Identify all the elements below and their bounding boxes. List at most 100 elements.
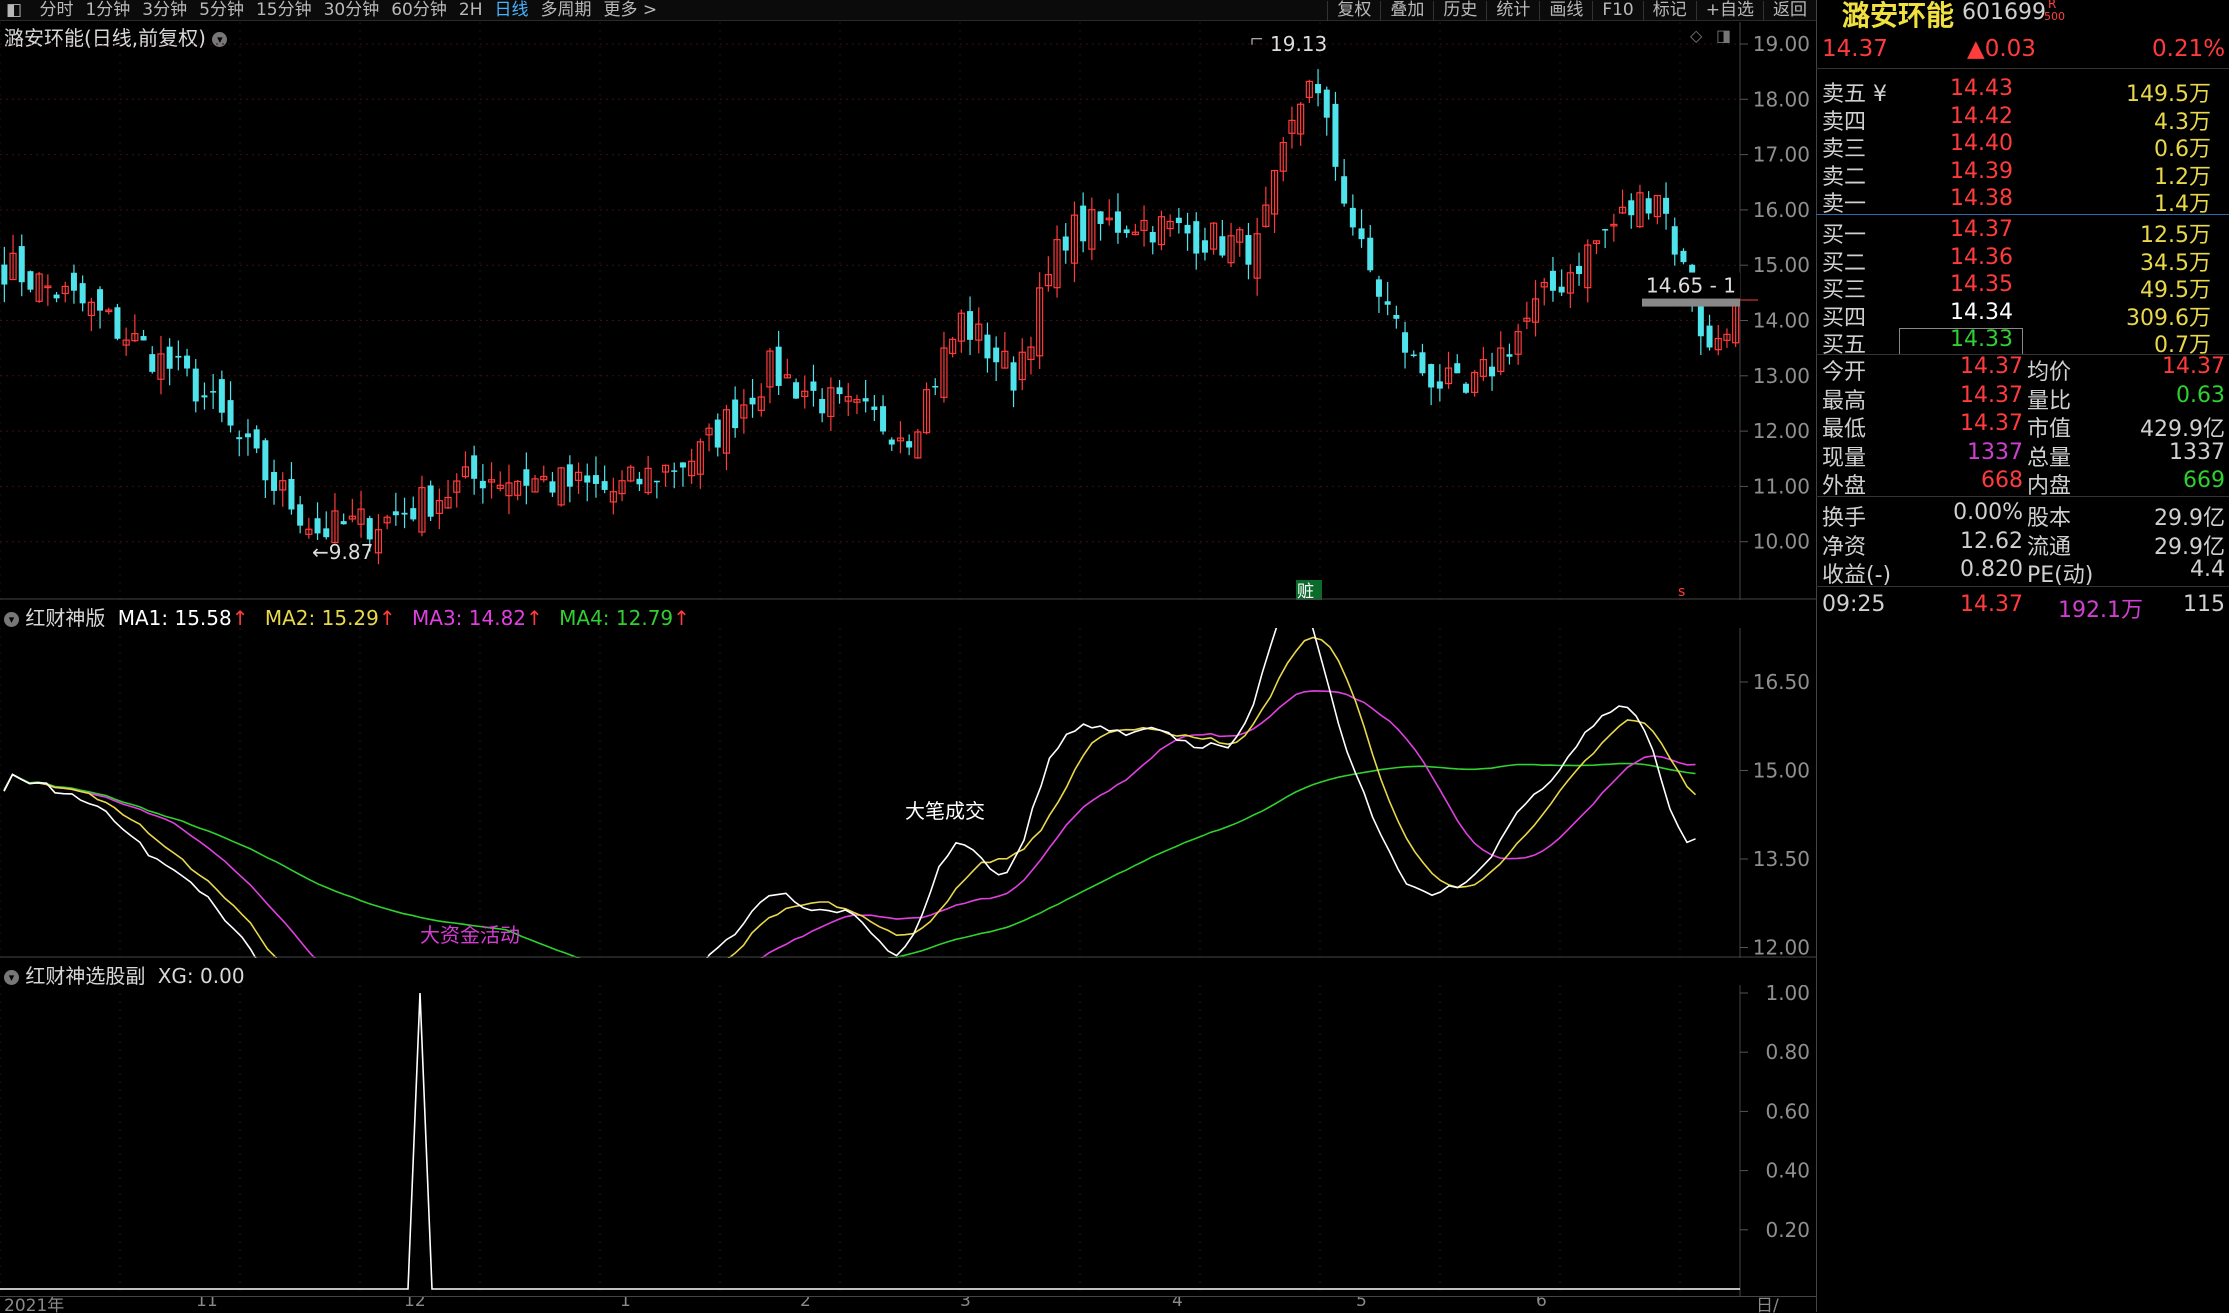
toolbar-button-2[interactable]: 历史 — [1433, 1, 1486, 21]
ask-row[interactable]: 卖四 14.42 4.3万 — [1820, 104, 2229, 135]
toolbar-button-6[interactable]: 标记 — [1642, 1, 1696, 21]
candle-body — [714, 419, 721, 448]
date-tick: 2021年 — [4, 1296, 65, 1313]
candle-body — [601, 481, 608, 490]
candle-body — [1540, 281, 1548, 288]
stat-cell: 外盘 — [1822, 474, 1867, 499]
candle-body — [1566, 272, 1574, 294]
candle-body — [1305, 80, 1313, 98]
price-axis-label: 12.00 — [1753, 419, 1810, 443]
stat-cell: PE(动) — [2027, 563, 2094, 588]
candle-body — [584, 475, 591, 483]
candle-body — [531, 478, 539, 493]
bid-row[interactable]: 买四 14.34 309.6万 — [1820, 300, 2229, 331]
candle-body — [1332, 103, 1339, 167]
period-tab-7[interactable]: 2H — [458, 0, 483, 20]
candle-body — [679, 462, 686, 468]
toolbar-button-4[interactable]: 画线 — [1539, 1, 1592, 21]
order-price: 14.40 — [1950, 131, 2013, 157]
stat-cell: 0.00% — [1953, 500, 2023, 525]
bid-row[interactable]: 买二 14.36 34.5万 — [1820, 244, 2229, 276]
toolbar-button-3[interactable]: 统计 — [1486, 1, 1539, 21]
xg-panel-dropdown-icon[interactable]: ▾ — [4, 970, 19, 985]
stat-cell: 市值 — [2027, 417, 2072, 442]
toolbar-button-5[interactable]: F10 — [1592, 1, 1642, 21]
main-chart-title: 潞安环能(日线,前复权) ▾ — [4, 22, 228, 51]
bid-row[interactable]: 买五 14.33 0.7万 — [1820, 327, 2229, 358]
candle-body — [732, 399, 739, 429]
candle-body — [496, 484, 504, 489]
title-dropdown-icon[interactable]: ▾ — [212, 32, 228, 47]
candlestick-chart[interactable]: 19.00 18.00 17.00 16.00 15.00 14.00 13.00 12.00… — [0, 22, 1816, 600]
candle-body — [810, 381, 817, 391]
high-price-label: 19.13 — [1270, 32, 1327, 56]
period-tab-4[interactable]: 15分钟 — [255, 0, 312, 20]
book-divider — [1816, 214, 2229, 215]
order-label: 买一 — [1822, 223, 1867, 248]
panel-toggle-icon[interactable]: ◨ — [1716, 26, 1732, 45]
xg-signal-chart[interactable]: 1.00 0.80 0.60 0.40 0.20 — [0, 985, 1816, 1297]
candle-body — [984, 334, 991, 359]
date-tick: 12 — [404, 1296, 426, 1311]
bid-row[interactable]: 买三 14.35 49.5万 — [1820, 272, 2229, 303]
candle-body — [775, 346, 782, 386]
bid-row[interactable]: 买一 14.37 12.5万 — [1820, 217, 2229, 248]
period-tab-2[interactable]: 3分钟 — [142, 0, 188, 20]
period-tab-3[interactable]: 5分钟 — [199, 0, 244, 20]
signal-marker-bg — [1296, 580, 1322, 600]
period-tab-5[interactable]: 30分钟 — [323, 0, 380, 20]
period-tab-1[interactable]: 1分钟 — [85, 0, 131, 20]
ma4-value: MA4: 12.79 — [559, 606, 674, 630]
candle-body — [1123, 229, 1130, 234]
price-axis-label: 19.00 — [1753, 32, 1810, 56]
big-trade-annotation: 大笔成交 — [905, 799, 985, 823]
period-tab-9[interactable]: 多周期 — [540, 0, 592, 20]
toolbar-button-8[interactable]: 返回 — [1763, 1, 1816, 21]
candle-body — [1576, 265, 1583, 274]
candle-body — [1479, 359, 1487, 377]
tick-row: 09:25 14.37 192.1万 115 — [1820, 592, 2229, 623]
candle-body — [627, 466, 635, 482]
period-tab-0[interactable]: 分时 — [39, 0, 74, 20]
stat-cell: 流通 — [2027, 534, 2072, 560]
candle-body — [853, 398, 861, 403]
candle-body — [749, 397, 756, 405]
ask-row[interactable]: 卖二 14.39 1.2万 — [1820, 159, 2229, 190]
toolbar-menu-icon[interactable]: ◧ — [6, 0, 23, 20]
period-tab-10[interactable]: 更多 > — [603, 0, 658, 20]
period-tab-8[interactable]: 日线 — [494, 0, 529, 20]
order-label: 卖四 — [1822, 109, 1867, 135]
ask-row[interactable]: 卖五 ¥ 14.43 149.5万 — [1820, 76, 2229, 107]
ma2-value: MA2: 15.29 — [264, 606, 379, 630]
order-price: 14.36 — [1950, 244, 2013, 270]
toolbar-button-1[interactable]: 叠加 — [1380, 1, 1433, 21]
xg-signal-line — [0, 992, 1740, 1290]
price-axis-label: 15.00 — [1753, 253, 1810, 277]
candle-body — [688, 460, 696, 477]
candle-body — [1219, 236, 1226, 256]
ma-panel-dropdown-icon[interactable]: ▾ — [4, 612, 19, 627]
candle-body — [801, 390, 809, 398]
candle-body — [1175, 217, 1182, 224]
candle-body — [201, 395, 208, 398]
candle-body — [1001, 350, 1009, 369]
candle-body — [523, 469, 530, 486]
candle-body — [262, 440, 269, 481]
toolbar-button-0[interactable]: 复权 — [1327, 1, 1380, 21]
stock-title-label: 潞安环能(日线,前复权) — [4, 26, 206, 50]
ask-row[interactable]: 卖一 14.38 1.4万 — [1820, 186, 2229, 217]
period-tab-6[interactable]: 60分钟 — [391, 0, 447, 20]
candle-body — [218, 379, 225, 413]
candle-body — [340, 521, 347, 525]
order-volume: 4.3万 — [2154, 109, 2211, 135]
tick-cell: 115 — [2183, 592, 2225, 617]
order-volume: 1.4万 — [2154, 192, 2211, 218]
ask-row[interactable]: 卖三 14.40 0.6万 — [1820, 131, 2229, 162]
toolbar-button-7[interactable]: +自选 — [1695, 1, 1763, 21]
candle-body — [740, 404, 748, 419]
candle-body — [1628, 200, 1635, 216]
diamond-icon[interactable]: ◇ — [1690, 26, 1703, 45]
stat-cell: 今开 — [1822, 360, 1867, 385]
candle-body — [297, 504, 304, 526]
